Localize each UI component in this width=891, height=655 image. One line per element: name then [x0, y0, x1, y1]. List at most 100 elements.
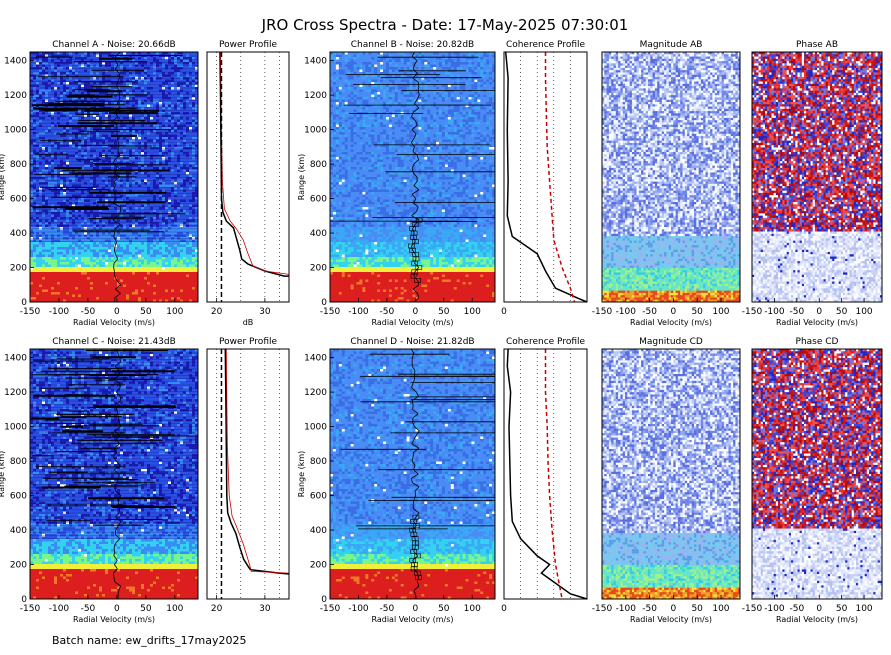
x-tick-label-8-4: 50 [438, 604, 450, 614]
y-tick-label-6-3: 600 [10, 492, 27, 502]
x-tick-label-10-3: 0 [671, 604, 677, 614]
y-tick-label-0-1: 200 [10, 264, 27, 274]
x-tick-label-7-0: 20 [211, 604, 223, 614]
x-axis-label-6: Radial Velocity (m/s) [73, 615, 155, 624]
panel-title-6: Channel C - Noise: 21.43dB [52, 337, 176, 347]
y-tick-label-6-4: 800 [10, 457, 27, 467]
profile-bg-7 [207, 349, 289, 599]
x-tick-label-0-1: -100 [49, 307, 70, 317]
x-tick-label-11-3: 0 [816, 604, 822, 614]
x-tick-label-10-4: 50 [691, 604, 703, 614]
x-tick-label-10-5: 100 [712, 604, 729, 614]
x-tick-label-6-5: 100 [166, 604, 183, 614]
x-tick-label-0-3: 0 [114, 307, 120, 317]
y-tick-label-0-5: 1000 [4, 126, 27, 136]
figure-title: JRO Cross Spectra - Date: 17-May-2025 07… [261, 16, 629, 34]
x-tick-label-2-5: 100 [464, 307, 481, 317]
y-tick-label-6-5: 1000 [4, 423, 27, 433]
x-tick-label-4-2: -50 [642, 307, 657, 317]
y-tick-label-8-1: 200 [310, 561, 327, 571]
y-tick-label-2-5: 1000 [304, 126, 327, 136]
x-axis-label-4: Radial Velocity (m/s) [630, 318, 712, 327]
x-tick-label-6-0: -150 [20, 604, 41, 614]
y-axis-label-2: Range (km) [297, 154, 306, 201]
x-tick-label-6-4: 50 [140, 604, 152, 614]
magnitude-image-10 [602, 349, 740, 599]
x-tick-label-2-3: 0 [412, 307, 418, 317]
y-tick-label-0-2: 400 [10, 229, 27, 239]
x-tick-label-8-2: -50 [380, 604, 395, 614]
y-tick-label-0-6: 1200 [4, 91, 27, 101]
x-tick-label-8-5: 100 [464, 604, 481, 614]
y-tick-label-2-7: 1400 [304, 57, 327, 67]
y-tick-label-6-0: 0 [21, 595, 27, 605]
y-tick-label-2-4: 800 [310, 160, 327, 170]
panel-title-11: Phase CD [796, 337, 839, 347]
x-tick-label-8-3: 0 [412, 604, 418, 614]
x-tick-label-2-0: -150 [320, 307, 341, 317]
x-tick-label-4-4: 50 [691, 307, 703, 317]
y-tick-label-2-0: 0 [321, 298, 327, 308]
x-tick-label-5-2: -50 [789, 307, 804, 317]
phase-image-5 [752, 52, 882, 302]
x-axis-label-8: Radial Velocity (m/s) [371, 615, 453, 624]
y-tick-label-2-1: 200 [310, 264, 327, 274]
x-axis-label-5: Radial Velocity (m/s) [776, 318, 858, 327]
panel-title-10: Magnitude CD [639, 337, 703, 347]
y-tick-label-0-3: 600 [10, 195, 27, 205]
y-tick-label-0-7: 1400 [4, 57, 27, 67]
x-tick-label-2-4: 50 [438, 307, 450, 317]
y-tick-label-8-0: 0 [321, 595, 327, 605]
y-axis-label-8: Range (km) [297, 451, 306, 498]
x-tick-label-5-0: -150 [742, 307, 763, 317]
x-tick-label-4-5: 100 [712, 307, 729, 317]
y-tick-label-8-7: 1400 [304, 354, 327, 364]
y-tick-label-8-3: 600 [310, 492, 327, 502]
y-tick-label-6-7: 1400 [4, 354, 27, 364]
x-tick-label-7-1: 30 [259, 604, 271, 614]
x-tick-label-10-1: -100 [616, 604, 637, 614]
panel-title-3: Coherence Profile [506, 40, 586, 50]
panel-title-1: Power Profile [219, 40, 278, 50]
x-tick-label-6-1: -100 [49, 604, 70, 614]
x-tick-label-0-5: 100 [166, 307, 183, 317]
x-tick-label-5-5: 100 [855, 307, 872, 317]
x-tick-label-11-5: 100 [855, 604, 872, 614]
x-tick-label-9-0: 0 [501, 604, 507, 614]
x-tick-label-0-4: 50 [140, 307, 152, 317]
x-tick-label-11-4: 50 [836, 604, 848, 614]
figure-root: Channel A - Noise: 20.66dB -150 -100 -50 0 50… [0, 0, 891, 655]
x-tick-label-3-0: 0 [501, 307, 507, 317]
x-tick-label-4-0: -150 [592, 307, 613, 317]
x-tick-label-0-0: -150 [20, 307, 41, 317]
y-axis-label-0: Range (km) [0, 154, 6, 201]
x-tick-label-4-1: -100 [616, 307, 637, 317]
panel-title-0: Channel A - Noise: 20.66dB [52, 40, 175, 50]
spectrum-image-6 [30, 349, 198, 599]
panel-title-7: Power Profile [219, 337, 278, 347]
y-axis-label-6: Range (km) [0, 451, 6, 498]
magnitude-image-4 [602, 52, 740, 302]
y-tick-label-0-4: 800 [10, 160, 27, 170]
x-tick-label-8-0: -150 [320, 604, 341, 614]
x-axis-label-10: Radial Velocity (m/s) [630, 615, 712, 624]
x-axis-label-2: Radial Velocity (m/s) [371, 318, 453, 327]
x-tick-label-10-2: -50 [642, 604, 657, 614]
y-tick-label-2-2: 400 [310, 229, 327, 239]
y-tick-label-0-0: 0 [21, 298, 27, 308]
x-tick-label-4-3: 0 [671, 307, 677, 317]
x-axis-label-0: Radial Velocity (m/s) [73, 318, 155, 327]
x-tick-label-1-1: 30 [259, 307, 271, 317]
x-tick-label-6-3: 0 [114, 604, 120, 614]
panel-title-4: Magnitude AB [640, 40, 703, 50]
panel-title-8: Channel D - Noise: 21.82dB [350, 337, 474, 347]
x-tick-label-2-1: -100 [348, 307, 369, 317]
y-tick-label-8-2: 400 [310, 526, 327, 536]
y-tick-label-6-2: 400 [10, 526, 27, 536]
figure-canvas: Channel A - Noise: 20.66dB-150 -100 -50 0 50… [0, 0, 891, 655]
y-tick-label-8-5: 1000 [304, 423, 327, 433]
x-tick-label-6-2: -50 [81, 604, 96, 614]
x-tick-label-1-0: 20 [211, 307, 223, 317]
x-tick-label-5-1: -100 [764, 307, 785, 317]
x-tick-label-5-3: 0 [816, 307, 822, 317]
